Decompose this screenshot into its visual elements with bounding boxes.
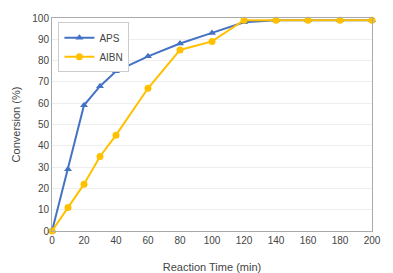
- svg-text:20: 20: [38, 183, 50, 194]
- svg-text:60: 60: [38, 98, 50, 109]
- svg-text:100: 100: [204, 235, 221, 246]
- svg-text:60: 60: [142, 235, 154, 246]
- svg-text:70: 70: [38, 76, 50, 87]
- svg-text:10: 10: [38, 204, 50, 215]
- svg-text:40: 40: [110, 235, 122, 246]
- svg-text:160: 160: [300, 235, 317, 246]
- svg-text:180: 180: [332, 235, 349, 246]
- svg-text:Conversion (%): Conversion (%): [10, 87, 22, 163]
- svg-text:APS: APS: [99, 33, 119, 44]
- svg-text:100: 100: [32, 13, 49, 24]
- svg-text:20: 20: [78, 235, 90, 246]
- svg-text:140: 140: [268, 235, 285, 246]
- svg-text:Reaction Time (min): Reaction Time (min): [163, 261, 261, 273]
- svg-text:200: 200: [364, 235, 381, 246]
- svg-text:AIBN: AIBN: [99, 52, 122, 63]
- svg-text:120: 120: [236, 235, 253, 246]
- svg-text:0: 0: [49, 235, 55, 246]
- svg-text:30: 30: [38, 162, 50, 173]
- svg-text:80: 80: [174, 235, 186, 246]
- svg-text:90: 90: [38, 34, 50, 45]
- svg-text:0: 0: [43, 226, 49, 237]
- svg-text:80: 80: [38, 55, 50, 66]
- svg-text:50: 50: [38, 119, 50, 130]
- svg-text:40: 40: [38, 140, 50, 151]
